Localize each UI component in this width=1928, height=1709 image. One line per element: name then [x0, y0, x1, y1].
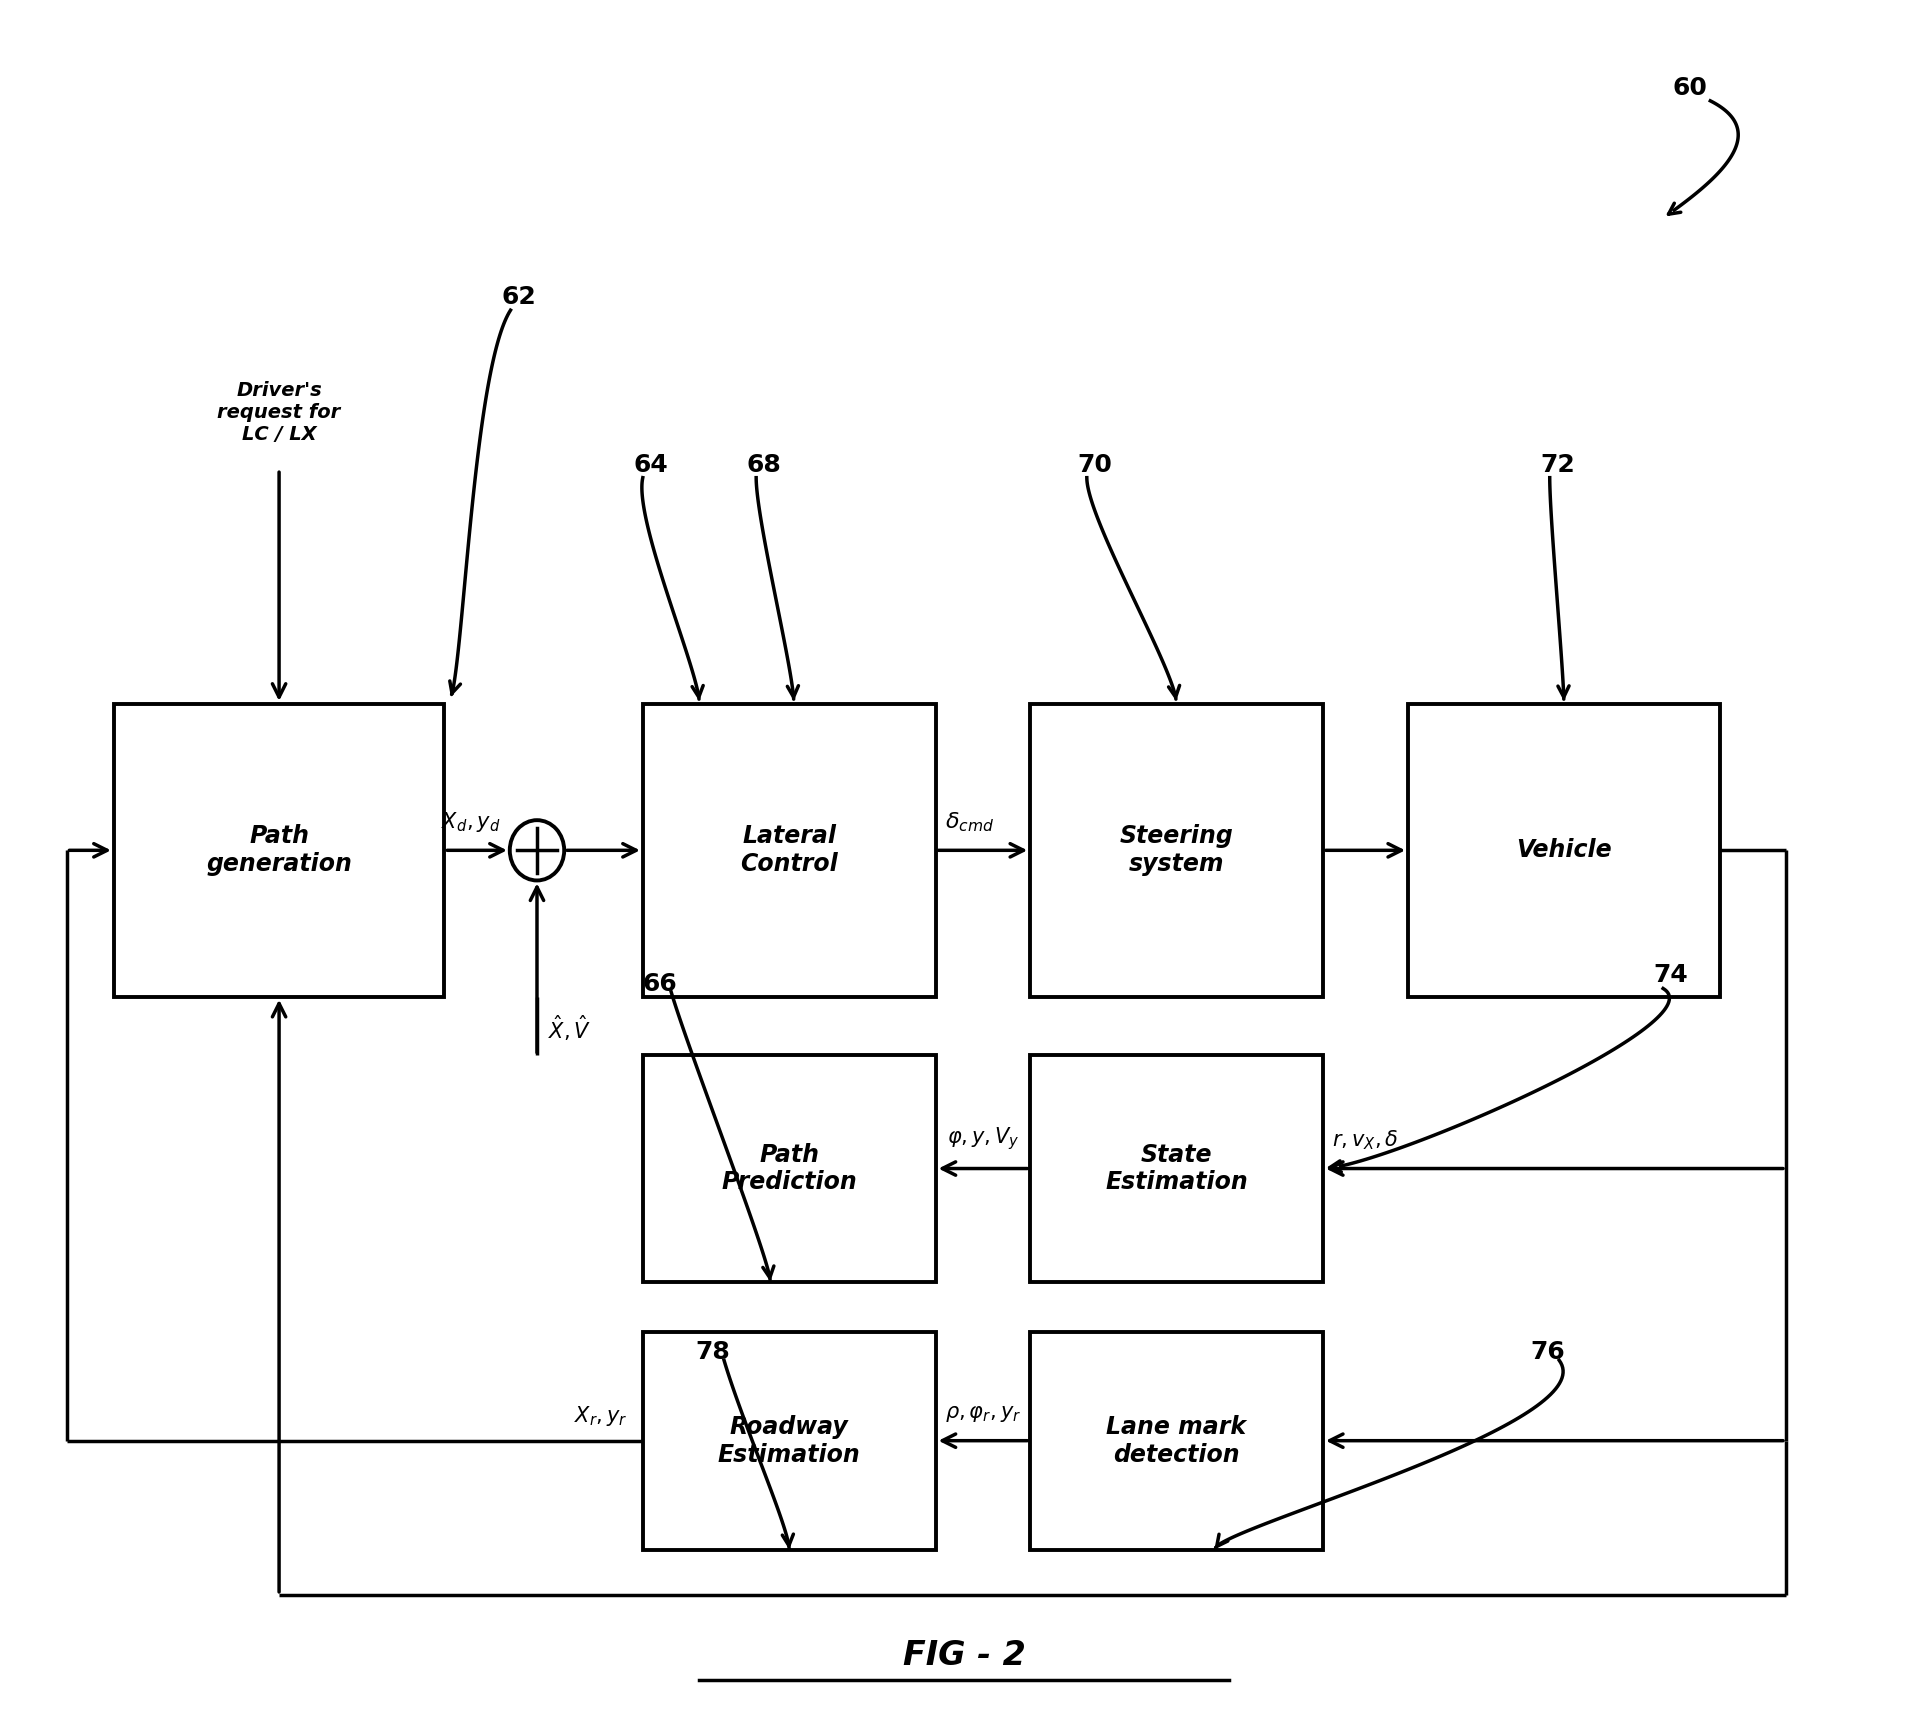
Text: Path
generation: Path generation [206, 824, 353, 877]
Text: $\hat{X},\hat{V}$: $\hat{X},\hat{V}$ [548, 1013, 592, 1042]
Text: 72: 72 [1540, 453, 1575, 477]
Text: 70: 70 [1078, 453, 1112, 477]
Text: $\rho,\varphi_r,y_r$: $\rho,\varphi_r,y_r$ [945, 1403, 1022, 1424]
Bar [1030, 1056, 1323, 1282]
Text: Vehicle: Vehicle [1515, 839, 1612, 863]
Text: Lane mark
detection: Lane mark detection [1107, 1415, 1247, 1466]
Bar [642, 1331, 935, 1550]
Text: 60: 60 [1674, 75, 1708, 99]
Text: Path
Prediction: Path Prediction [721, 1143, 858, 1195]
Text: $\varphi,y,V_y$: $\varphi,y,V_y$ [947, 1125, 1020, 1152]
Text: $\delta_{cmd}$: $\delta_{cmd}$ [945, 810, 995, 834]
Text: FIG - 2: FIG - 2 [902, 1639, 1026, 1671]
Text: $X_d,y_d$: $X_d,y_d$ [442, 810, 501, 834]
Text: 76: 76 [1531, 1340, 1566, 1364]
Text: $r,v_X,\delta$: $r,v_X,\delta$ [1332, 1128, 1400, 1152]
Bar [1030, 704, 1323, 996]
Text: 68: 68 [746, 453, 781, 477]
Bar [1407, 704, 1720, 996]
Bar [642, 704, 935, 996]
Text: Lateral
Control: Lateral Control [740, 824, 839, 877]
Bar [642, 1056, 935, 1282]
Text: 62: 62 [501, 285, 536, 309]
Text: $X_r,y_r$: $X_r,y_r$ [575, 1405, 629, 1429]
Bar [114, 704, 445, 996]
Text: 74: 74 [1654, 964, 1689, 988]
Text: State
Estimation: State Estimation [1105, 1143, 1247, 1195]
Text: 78: 78 [696, 1340, 731, 1364]
Text: 66: 66 [642, 972, 677, 996]
Text: 64: 64 [632, 453, 669, 477]
Text: Driver's
request for
LC / LX: Driver's request for LC / LX [218, 381, 341, 444]
Bar [1030, 1331, 1323, 1550]
Text: Roadway
Estimation: Roadway Estimation [717, 1415, 860, 1466]
Text: Steering
system: Steering system [1120, 824, 1234, 877]
